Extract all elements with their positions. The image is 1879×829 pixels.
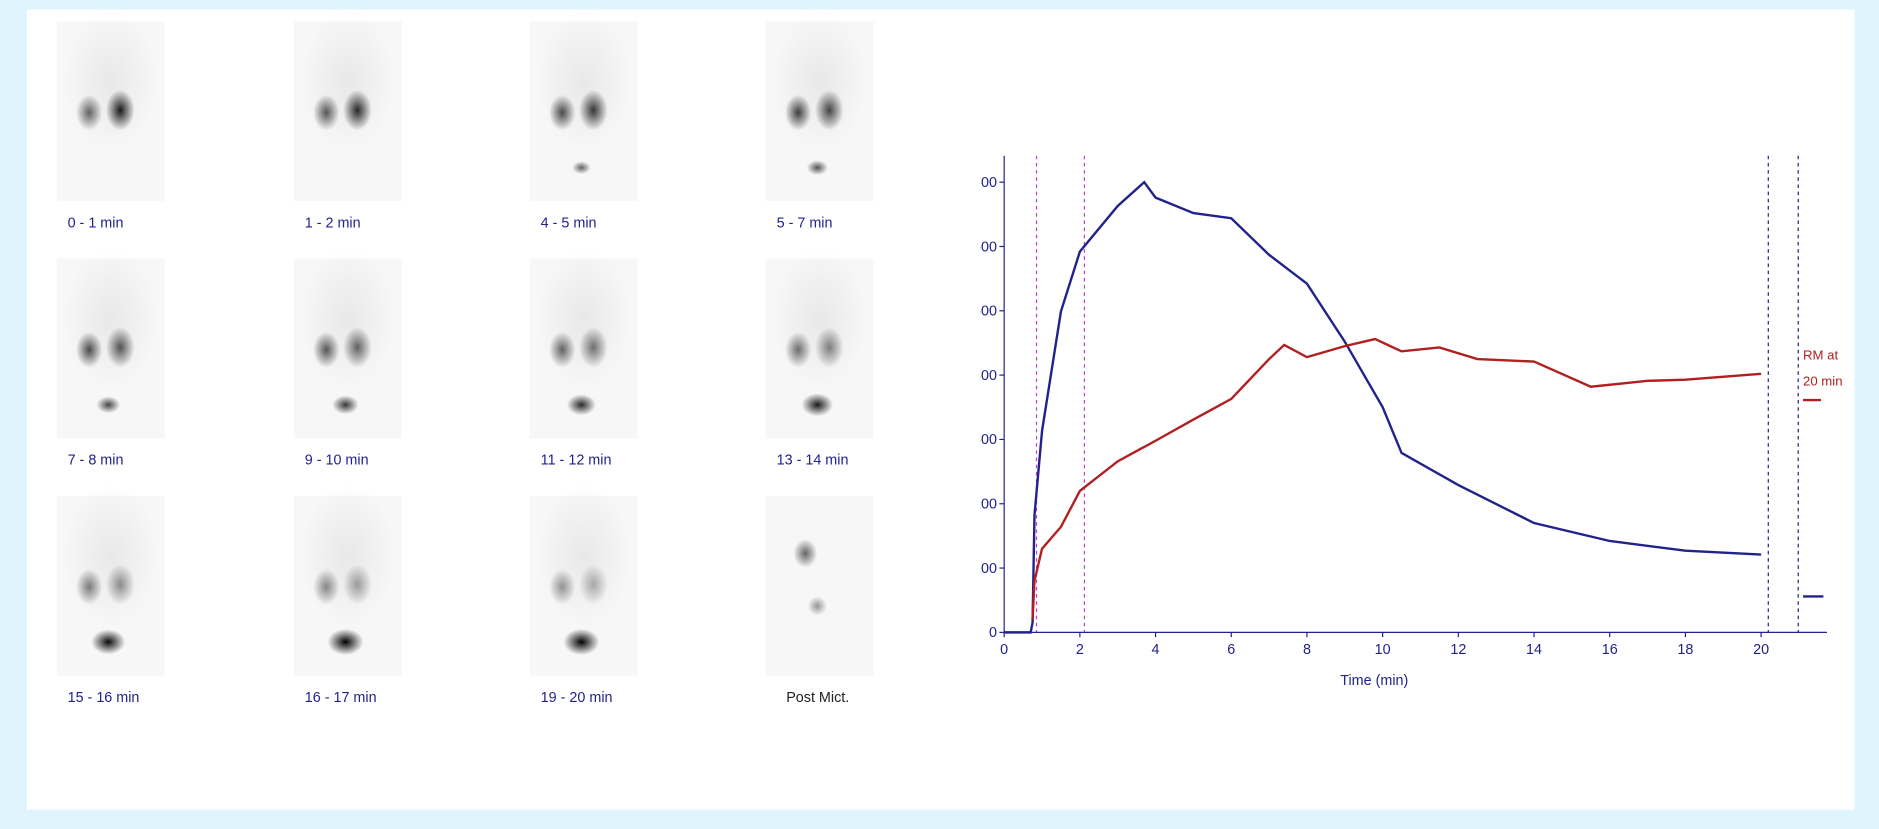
x-tick-label: 10 [1375,642,1391,658]
body [299,246,396,391]
body [535,9,632,154]
frame-label: 5 - 7 min [777,216,833,232]
scan-frame: 5 - 7 min [765,9,874,232]
bladder [807,596,827,616]
scan-image [765,495,874,676]
y-tick-label: 100 [973,561,997,577]
frame-label: 4 - 5 min [541,216,597,232]
scan-frame: 0 - 1 min [56,9,165,232]
bladder [327,628,364,656]
body [535,483,632,628]
bladder [801,393,834,417]
scan-frame: Post Mict. [765,495,874,706]
kidney [579,326,608,368]
y-tick-label: 600 [973,239,997,255]
scan-frame: 1 - 2 min [293,9,402,232]
scan-frame: 7 - 8 min [56,246,165,469]
kidney [343,564,372,605]
kidney [105,564,135,605]
frame-label: 16 - 17 min [305,690,377,706]
scan-frames: 0 - 1 min 1 - 2 min 4 - 5 min 5 - 7 min 7 - … [56,9,874,706]
x-tick-label: 8 [1303,642,1311,658]
frame-label: 13 - 14 min [777,453,849,469]
frame-label: 11 - 12 min [541,453,612,469]
frame-label: 0 - 1 min [68,216,124,232]
x-tick-label: 18 [1677,642,1693,658]
frame-label: 15 - 16 min [68,690,140,706]
kidney [75,94,103,131]
annotation: RM at [1803,347,1838,362]
scan-frame: 11 - 12 min [529,246,638,469]
kidney [549,331,576,368]
body [62,246,159,391]
kidney [313,94,340,131]
y-tick-label: 300 [973,432,997,448]
y-tick-label: 0 [989,625,997,641]
kidney [579,564,608,605]
body [62,9,159,154]
x-axis-label: Time (min) [1340,673,1408,689]
kidney [75,331,103,368]
x-tick-label: 16 [1602,642,1618,658]
bladder [563,628,600,656]
bladder [572,161,591,175]
bladder [332,395,359,415]
body [299,9,396,154]
bladder [566,394,596,416]
kidney [343,326,372,368]
kidney [785,331,812,368]
kidney [793,538,818,568]
curve [1031,337,1762,620]
scan-frame: 4 - 5 min [529,9,638,232]
bladder [96,396,121,414]
kidney [785,94,812,131]
renogram-chart: Time (min) RM at 20 min 0 2 4 6 8 10 12 14 16 18 2… [973,155,1843,689]
scan-frame: 19 - 20 min [529,483,638,706]
bladder [91,629,126,655]
y-tick-label: 200 [973,497,997,513]
body [535,246,632,391]
annotation: 20 min [1803,374,1843,389]
x-tick-label: 6 [1227,642,1235,658]
kidney [75,568,103,605]
frame-label: Post Mict. [786,690,849,706]
kidney [549,94,576,131]
scan-frame: 15 - 16 min [56,483,165,706]
frame-label: 7 - 8 min [68,453,124,469]
kidney [814,326,844,368]
kidney [313,568,340,605]
frame-label: 19 - 20 min [541,690,613,706]
scan-frame: 13 - 14 min [765,246,874,469]
body [299,483,396,628]
kidney [343,89,372,131]
kidney [105,326,135,368]
kidney [105,89,135,131]
x-tick-label: 4 [1152,642,1160,658]
x-tick-label: 14 [1526,642,1542,658]
kidney [549,568,576,605]
kidney [579,89,608,131]
kidney [814,89,844,131]
scan-frame: 9 - 10 min [293,246,402,469]
x-tick-label: 0 [1000,642,1008,658]
bladder [806,160,828,176]
x-tick-label: 20 [1753,642,1769,658]
kidney [313,331,340,368]
y-tick-labels: 0 100 200 300 400 500 600 700 [973,175,997,641]
x-tick-label: 12 [1450,642,1466,658]
scan-frame: 16 - 17 min [293,483,402,706]
y-tick-label: 500 [973,304,997,320]
body [771,246,868,391]
y-tick-label: 700 [973,175,997,191]
body [62,483,159,628]
frame-label: 1 - 2 min [305,216,361,232]
frame-label: 9 - 10 min [305,453,369,469]
curve [1004,180,1762,634]
x-tick-label: 2 [1076,642,1084,658]
y-tick-label: 400 [973,368,997,384]
body [771,9,868,154]
